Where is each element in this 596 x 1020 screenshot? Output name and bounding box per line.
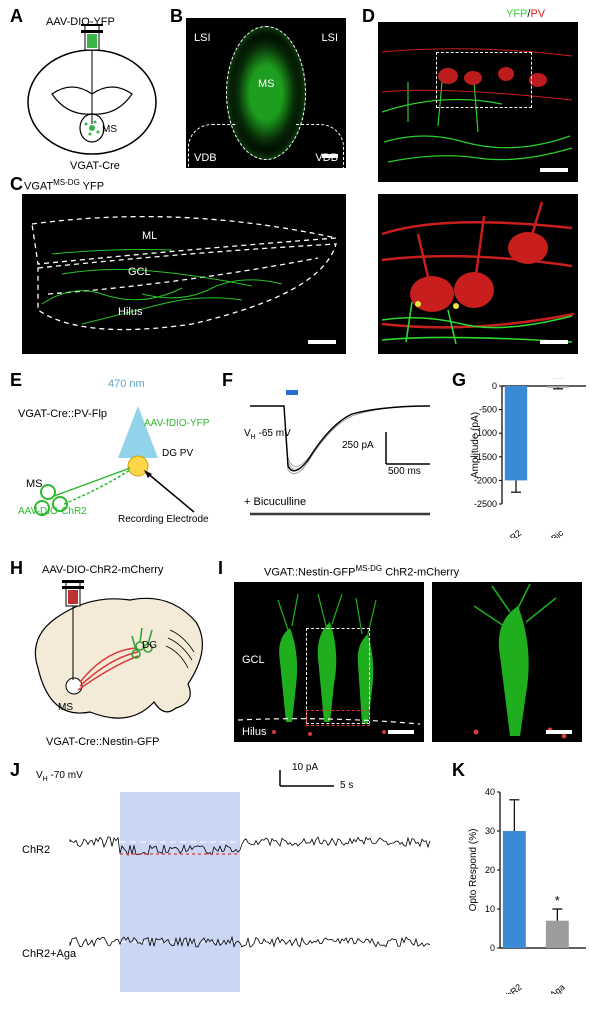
svg-text:Amplitude (pA): Amplitude (pA) [470,412,481,478]
J-row2: ChR2+Aga [22,948,76,960]
panel-C-image: ML GCL Hilus [22,194,346,354]
H-mouse: VGAT-Cre::Nestin-GFP [46,736,159,748]
svg-text:40: 40 [485,787,495,797]
label-K: K [452,760,465,781]
panel-H-diagram [20,578,210,738]
label-G: G [452,370,466,391]
label-B: B [170,6,183,27]
E-ms: MS [26,478,43,490]
J-vh: VH -70 mV [36,770,83,783]
panel-D-bottom [378,194,578,354]
D-roi [436,52,532,108]
H-virus: AAV-DIO-ChR2-mCherry [42,564,163,576]
panel-J-traces [30,792,440,992]
svg-text:ChR2+Bic: ChR2+Bic [528,528,566,538]
A-virus: AAV-DIO-YFP [46,16,115,28]
D-legend: YFP/PV [506,8,545,20]
svg-text:10: 10 [485,904,495,914]
svg-text:***: *** [552,378,566,385]
F-vh: VH -65 mV [244,428,291,441]
B-LSI-R: LSI [321,32,338,44]
E-electrode: Recording Electrode [118,514,209,525]
I-roi-red [306,710,370,726]
svg-text:ChR2: ChR2 [500,982,524,994]
I-title: VGAT::Nestin-GFPMS-DG ChR2-mCherry [264,564,459,579]
svg-text:0: 0 [492,381,497,391]
I-left-scalebar [388,730,414,734]
svg-text:-500: -500 [479,405,497,415]
D-top-scalebar [540,168,568,172]
svg-text:30: 30 [485,826,495,836]
B-VDB-L: VDB [194,152,217,164]
E-cross: VGAT-Cre::PV-Flp [18,408,107,420]
svg-text:Opto Respond (%): Opto Respond (%) [468,829,479,912]
svg-text:ChR2+Aga: ChR2+Aga [526,982,566,994]
label-F: F [222,370,233,391]
B-MS: MS [258,78,275,90]
F-yscale: 250 pA [342,440,374,451]
A-mouse: VGAT-Cre [70,160,120,172]
panel-K-chart: 0 10 20 30 40 Opto Respond (%) ChR2ChR2+Aga * [466,784,590,994]
F-bic: + Bicuculline [244,496,306,508]
label-C: C [10,174,23,195]
B-LSI-L: LSI [194,32,211,44]
label-D: D [362,6,375,27]
panel-D-top [378,22,578,182]
F-xscale: 500 ms [388,466,421,477]
svg-text:*: * [555,893,560,908]
I-Hilus: Hilus [242,726,266,738]
I-right-scalebar [546,730,572,734]
J-row1: ChR2 [22,844,50,856]
svg-text:0: 0 [490,943,495,953]
J-yscale: 10 pA [292,762,318,773]
H-ms: MS [58,702,73,713]
E-pv: DG PV [162,448,193,459]
panel-I-left: GCL Hilus [234,582,424,742]
E-virus-right: AAV-fDIO-YFP [144,418,209,429]
panel-A-diagram [22,24,162,164]
E-virus-left: AAV-DIO-ChR2 [18,506,87,517]
panel-G-chart: 0-500-1000-1500-2000-2500Amplitude (pA)C… [468,378,590,538]
svg-text:ChR2: ChR2 [499,528,523,538]
B-scalebar [322,154,338,158]
J-xscale: 5 s [340,780,353,791]
label-I: I [218,558,223,579]
C-title: VGATMS-DG YFP [24,178,104,193]
panel-F-traces [240,384,440,534]
C-ML: ML [142,230,157,242]
C-Hilus: Hilus [118,306,142,318]
svg-text:-2500: -2500 [474,499,497,509]
H-dg: DG [142,640,157,651]
label-J: J [10,760,20,781]
C-scalebar [308,340,336,344]
E-wavelength: 470 nm [108,378,145,390]
panel-I-right [432,582,582,742]
C-GCL: GCL [128,266,151,278]
panel-B-image: LSI LSI MS VDB VDB [186,18,346,168]
A-ms: MS [102,124,117,135]
D-bot-scalebar [540,340,568,344]
label-H: H [10,558,23,579]
I-GCL: GCL [242,654,265,666]
svg-text:20: 20 [485,865,495,875]
